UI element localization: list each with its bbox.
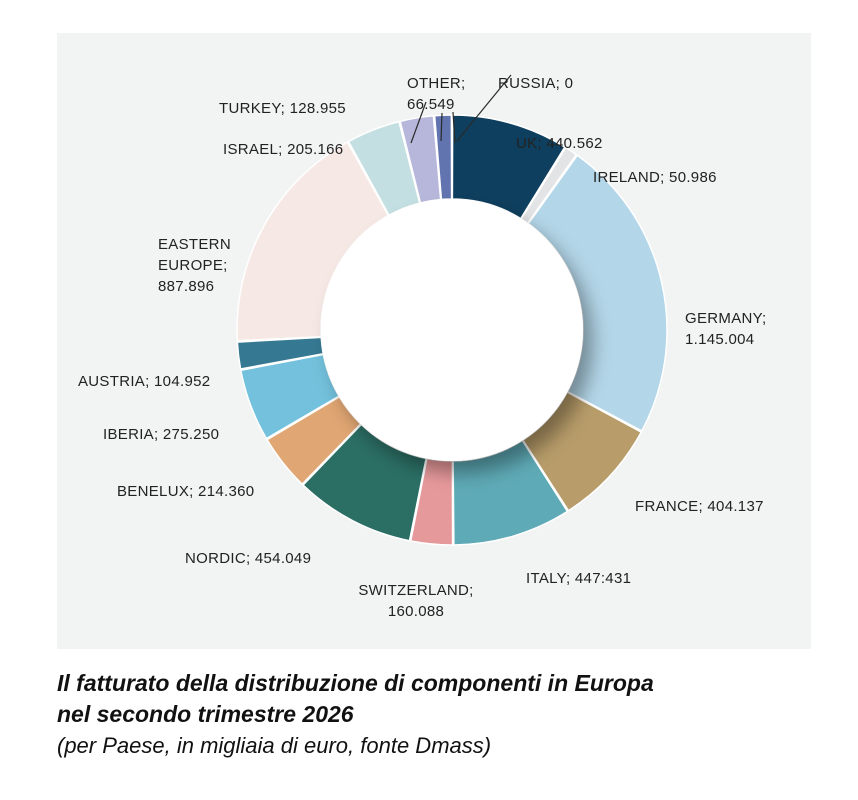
slice-label-line: 887.896 [158, 278, 214, 295]
slice-label-line: TURKEY; 128.955 [219, 100, 346, 117]
slice-label-line: NORDIC; 454.049 [185, 550, 311, 567]
slice-label: FRANCE; 404.137 [635, 498, 764, 515]
slice-italy [452, 439, 569, 546]
leader-line [452, 111, 456, 144]
slice-label-line: ISRAEL; 205.166 [223, 141, 343, 158]
slice-label-line: IBERIA; 275.250 [103, 426, 219, 443]
slice-label: ISRAEL; 205.166 [223, 141, 343, 158]
slice-label-line: GERMANY; [685, 310, 766, 327]
slice-label-line: 66.549 [407, 96, 455, 113]
donut-hole [321, 199, 583, 461]
donut-chart: RUSSIA; 0 OTHER; 66.549 TURKEY; 128.955 UK; … [78, 74, 766, 620]
leader-line [410, 101, 427, 144]
slice-label: NORDIC; 454.049 [185, 550, 311, 567]
caption-subtitle: (per Paese, in migliaia di euro, fonte D… [57, 733, 492, 758]
slice-label: SWITZERLAND; 160.088 [358, 582, 473, 620]
slice-label-line: ITALY; 447:431 [526, 570, 631, 587]
slice-label: UK; 440.562 [516, 135, 603, 152]
slice-eastern-europe [236, 141, 390, 342]
slice-label: OTHER; 66.549 [407, 75, 465, 113]
slice-label: IRELAND; 50.986 [593, 169, 717, 186]
leader-line [440, 112, 443, 142]
slice-label-line: BENELUX; 214.360 [117, 483, 254, 500]
slice-label: BENELUX; 214.360 [117, 483, 254, 500]
slice-label-line: EUROPE; [158, 257, 228, 274]
slice-label: IBERIA; 275.250 [103, 426, 219, 443]
slice-label-line: RUSSIA; 0 [498, 75, 573, 92]
slice-label-line: EASTERN [158, 236, 231, 253]
slice-label-line: FRANCE; 404.137 [635, 498, 764, 515]
caption-title-line2: nel secondo trimestre 2026 [57, 701, 354, 727]
caption: Il fatturato della distribuzione di comp… [57, 668, 837, 761]
slice-label: ITALY; 447:431 [526, 570, 631, 587]
caption-title-line1: Il fatturato della distribuzione di comp… [57, 670, 654, 696]
leader-lines [410, 74, 512, 144]
slice-label-line: SWITZERLAND; [358, 582, 473, 599]
chart-panel: RUSSIA; 0 OTHER; 66.549 TURKEY; 128.955 UK; … [57, 33, 811, 649]
slice-label-line: 160.088 [388, 603, 444, 620]
slice-label: GERMANY; 1.145.004 [685, 310, 766, 348]
slice-label: RUSSIA; 0 [498, 75, 573, 92]
slice-label: EASTERN EUROPE; 887.896 [158, 236, 231, 295]
slice-labels: RUSSIA; 0 OTHER; 66.549 TURKEY; 128.955 UK; … [78, 75, 766, 620]
slice-label-line: IRELAND; 50.986 [593, 169, 717, 186]
slice-label: AUSTRIA; 104.952 [78, 373, 210, 390]
slice-label-line: UK; 440.562 [516, 135, 603, 152]
slice-nordic [302, 423, 427, 542]
slice-label-line: AUSTRIA; 104.952 [78, 373, 210, 390]
slice-label-line: OTHER; [407, 75, 465, 92]
slice-label: TURKEY; 128.955 [219, 100, 346, 117]
leader-line [456, 74, 512, 142]
slice-label-line: 1.145.004 [685, 331, 754, 348]
